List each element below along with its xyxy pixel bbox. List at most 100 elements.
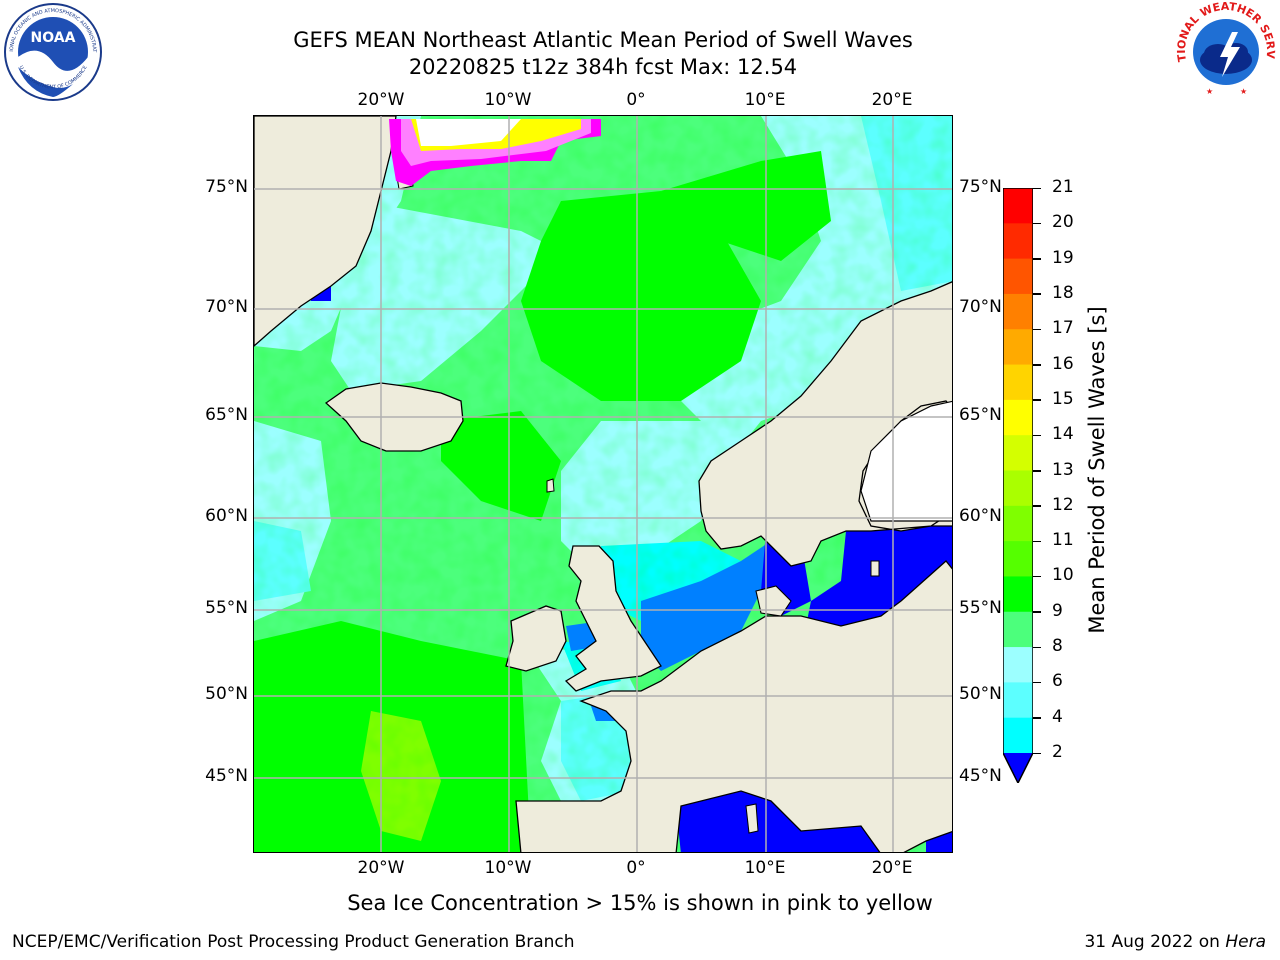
colorbar-tick-label: 15: [1052, 388, 1074, 409]
lon-label-top: 10°W: [484, 90, 532, 110]
colorbar-band: [1003, 611, 1033, 648]
land-ireland: [505, 605, 567, 672]
colorbar-band: [1003, 717, 1033, 754]
lat-label-right: 75°N: [959, 177, 1002, 197]
land-finland-gap: [860, 400, 952, 522]
sea-ice-white: [416, 119, 521, 146]
colorbar-band: [1003, 293, 1033, 330]
lon-label-bottom: 10°E: [744, 858, 786, 878]
colorbar-tick-mark: [1033, 575, 1041, 578]
ocean-blue-north-sea: [641, 561, 761, 671]
colorbar-tick-label: 12: [1052, 494, 1074, 515]
colorbar-tick-mark: [1033, 505, 1041, 507]
lat-label-right: 55°N: [959, 598, 1002, 618]
colorbar-tick-label: 4: [1052, 706, 1063, 727]
plot-title-line1: GEFS MEAN Northeast Atlantic Mean Period…: [293, 28, 913, 52]
colorbar-tick-label: 13: [1052, 459, 1074, 480]
lon-label-bottom: 20°W: [357, 858, 405, 878]
colorbar-tick-label: 14: [1052, 424, 1074, 445]
colorbar-tick-mark: [1033, 187, 1041, 189]
land-gotland: [870, 560, 880, 577]
colorbar-tick-label: 8: [1052, 636, 1063, 657]
colorbar-band: [1003, 399, 1033, 436]
footer-date: 31 Aug 2022 on: [1084, 932, 1226, 952]
swell-period-map: [253, 115, 953, 853]
colorbar-band: [1003, 576, 1033, 613]
colorbar-tick-label: 17: [1052, 318, 1074, 339]
colorbar-tick-mark: [1033, 681, 1041, 684]
colorbar-tick-mark: [1033, 717, 1041, 719]
colorbar-tick-label: 11: [1052, 530, 1074, 551]
lat-label-right: 45°N: [959, 766, 1002, 786]
footer-left: NCEP/EMC/Verification Post Processing Pr…: [12, 932, 575, 952]
colorbar-tick-mark: [1033, 258, 1041, 260]
land-faroes: [546, 478, 555, 493]
colorbar-tick-mark: [1033, 222, 1041, 225]
colorbar-under-triangle: [1003, 753, 1033, 783]
colorbar-tick-mark: [1033, 399, 1041, 401]
ocean-deep-blue-aegean: [926, 831, 952, 852]
lat-label-left: 75°N: [205, 177, 248, 197]
colorbar-tick-mark: [1033, 611, 1041, 613]
lon-label-top: 20°W: [357, 90, 405, 110]
colorbar-band: [1003, 329, 1033, 366]
lat-label-right: 50°N: [959, 684, 1002, 704]
colorbar-tick-mark: [1033, 293, 1041, 295]
colorbar-tick-label: 16: [1052, 353, 1074, 374]
lon-label-bottom: 10°W: [484, 858, 532, 878]
colorbar-band: [1003, 682, 1033, 719]
colorbar-tick-mark: [1033, 540, 1041, 543]
colorbar-tick-mark: [1033, 646, 1041, 649]
lon-label-bottom: 0°: [626, 858, 646, 878]
colorbar-tick-label: 21: [1052, 177, 1074, 197]
svg-text:★: ★: [1240, 87, 1247, 96]
colorbar-band: [1003, 435, 1033, 471]
colorbar-tick-label: 20: [1052, 212, 1074, 233]
caption: Sea Ice Concentration > 15% is shown in …: [347, 891, 933, 915]
colorbar-tick-mark: [1033, 364, 1041, 366]
colorbar-tick-label: 10: [1052, 565, 1074, 586]
lon-label-top: 0°: [626, 90, 646, 110]
lat-label-right: 70°N: [959, 297, 1002, 317]
colorbar-tick-label: 6: [1052, 671, 1063, 692]
lon-label-bottom: 20°E: [871, 858, 913, 878]
svg-text:★: ★: [1206, 87, 1213, 96]
colorbar-tick-label: 9: [1052, 600, 1063, 621]
ocean-deep-blue-medit: [676, 791, 880, 852]
colorbar-band: [1003, 647, 1033, 683]
lat-label-left: 65°N: [205, 405, 248, 425]
colorbar: [1003, 188, 1033, 783]
colorbar-tick-label: 19: [1052, 247, 1074, 268]
ocean-deep-blue-baltic: [871, 526, 952, 576]
lat-label-left: 60°N: [205, 506, 248, 526]
colorbar-tick-label: 2: [1052, 742, 1063, 762]
colorbar-band: [1003, 541, 1033, 577]
graticule: [254, 116, 952, 852]
colorbar-tick-mark: [1033, 470, 1041, 472]
lat-label-left: 55°N: [205, 598, 248, 618]
lat-label-left: 70°N: [205, 297, 248, 317]
colorbar-band: [1003, 258, 1033, 295]
colorbar-tick-mark: [1033, 434, 1041, 437]
noaa-logo: NOAA NATIONAL OCEANIC AND ATMOSPHERIC AD…: [0, 0, 103, 102]
lat-label-left: 45°N: [205, 766, 248, 786]
colorbar-band: [1003, 188, 1033, 224]
nws-logo: NATIONAL WEATHER SERVICE ★ ★: [1171, 0, 1277, 102]
colorbar-band: [1003, 505, 1033, 542]
lon-label-top: 10°E: [744, 90, 786, 110]
colorbar-tick-mark: [1033, 328, 1041, 331]
lat-label-right: 65°N: [959, 405, 1002, 425]
colorbar-band: [1003, 223, 1033, 260]
plot-title-line2: 20220825 t12z 384h fcst Max: 12.54: [408, 55, 798, 79]
svg-text:NOAA: NOAA: [31, 30, 76, 46]
colorbar-label: Mean Period of Swell Waves [s]: [1085, 306, 1109, 634]
footer-right: 31 Aug 2022 on Hera: [1084, 932, 1266, 952]
land-continental-europe: [515, 560, 952, 852]
lat-label-left: 50°N: [205, 684, 248, 704]
lat-label-right: 60°N: [959, 506, 1002, 526]
colorbar-tick-mark: [1033, 752, 1041, 754]
colorbar-tick-label: 18: [1052, 282, 1074, 303]
footer-host: Hera: [1225, 932, 1266, 952]
colorbar-outline: [1003, 188, 1033, 783]
lon-label-top: 20°E: [871, 90, 913, 110]
